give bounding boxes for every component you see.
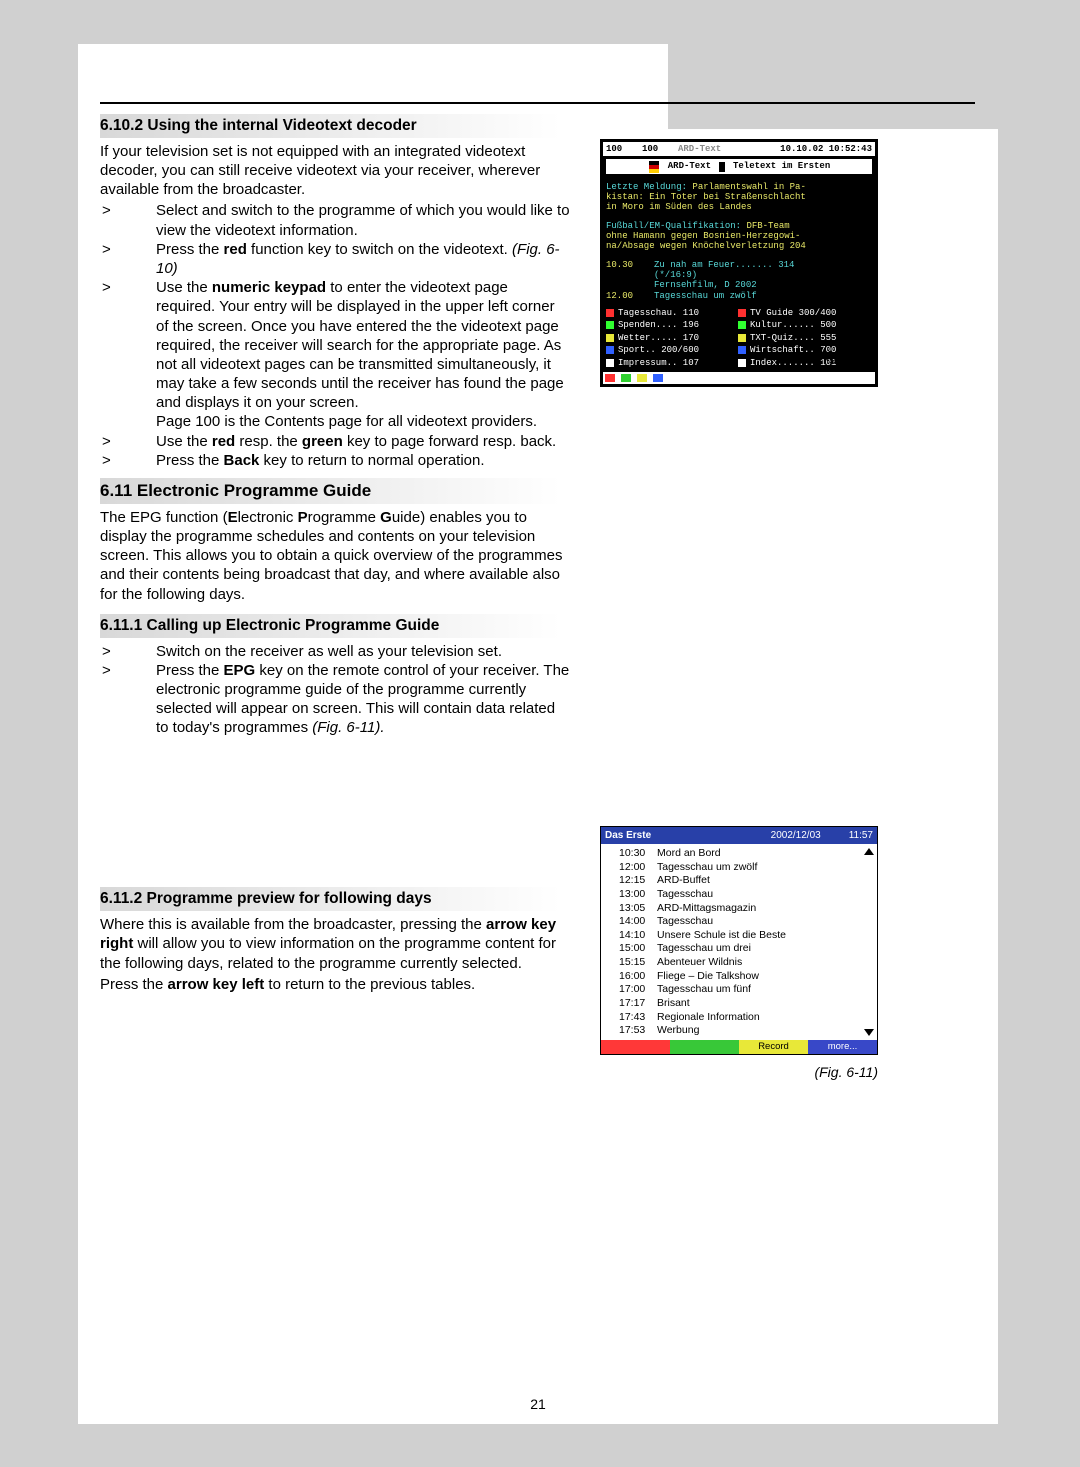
epg-channel: Das Erste (605, 829, 771, 842)
page-number: 21 (78, 1396, 998, 1412)
epg-time: 11:57 (849, 829, 873, 842)
preview-paragraph-2: Press the arrow key left to return to th… (100, 975, 570, 994)
instruction-list-2: >Switch on the receiver as well as your … (100, 642, 570, 738)
epg-programme-row: 16:00Fliege – Die Talkshow (619, 970, 875, 984)
figure-6-11-epg: Das Erste 2002/12/03 11:57 10:30Mord an … (600, 826, 878, 1055)
corner-gray (668, 44, 998, 129)
instruction-list-1: >Select and switch to the programme of w… (100, 201, 570, 470)
manual-page: 6.10.2 Using the internal Videotext deco… (78, 44, 998, 1424)
epg-programme-row: 12:00Tagesschau um zwölf (619, 861, 875, 875)
heading-6-11: 6.11 Electronic Programme Guide (100, 478, 570, 504)
epg-programme-row: 13:05ARD-Mittagsmagazin (619, 902, 875, 916)
epg-programme-row: 15:00Tagesschau um drei (619, 942, 875, 956)
step: Press the red function key to switch on … (156, 240, 570, 278)
epg-programme-row: 13:00Tagesschau (619, 888, 875, 902)
heading-6-10-2: 6.10.2 Using the internal Videotext deco… (100, 114, 570, 138)
epg-programme-row: 14:00Tagesschau (619, 915, 875, 929)
step: Press the EPG key on the remote control … (156, 661, 570, 738)
epg-programme-row: 17:43Regionale Information (619, 1011, 875, 1025)
epg-programme-row: 17:00Tagesschau um fünf (619, 983, 875, 997)
epg-programme-row: 17:17Brisant (619, 997, 875, 1011)
step: Switch on the receiver as well as your t… (156, 642, 570, 661)
epg-date: 2002/12/03 (771, 829, 821, 842)
scroll-down-icon (864, 1029, 874, 1036)
epg-programme-row: 15:15Abenteuer Wildnis (619, 956, 875, 970)
main-column: 6.10.2 Using the internal Videotext deco… (100, 114, 570, 996)
heading-6-11-1: 6.11.1 Calling up Electronic Programme G… (100, 614, 570, 638)
scroll-up-icon (864, 848, 874, 855)
step: Press the Back key to return to normal o… (156, 451, 570, 470)
figure-6-11-caption: (Fig. 6-11) (600, 1064, 878, 1080)
epg-paragraph: The EPG function (Electronic Programme G… (100, 508, 570, 604)
step: Select and switch to the programme of wh… (156, 201, 570, 239)
step: Use the numeric keypad to enter the vide… (156, 278, 570, 432)
epg-programme-row: 17:53Werbung (619, 1024, 875, 1038)
preview-paragraph-1: Where this is available from the broadca… (100, 915, 570, 973)
epg-programme-row: 10:30Mord an Bord (619, 847, 875, 861)
heading-6-11-2: 6.11.2 Programme preview for following d… (100, 887, 570, 911)
header-rule (100, 102, 975, 104)
epg-programme-row: 14:10Unsere Schule ist die Beste (619, 929, 875, 943)
epg-programme-row: 12:15ARD-Buffet (619, 874, 875, 888)
step: Use the red resp. the green key to page … (156, 432, 570, 451)
intro-paragraph: If your television set is not equipped w… (100, 142, 570, 200)
flag-icon (649, 161, 659, 173)
figure-6-10-caption: (Fig. 6-10) (600, 348, 878, 364)
